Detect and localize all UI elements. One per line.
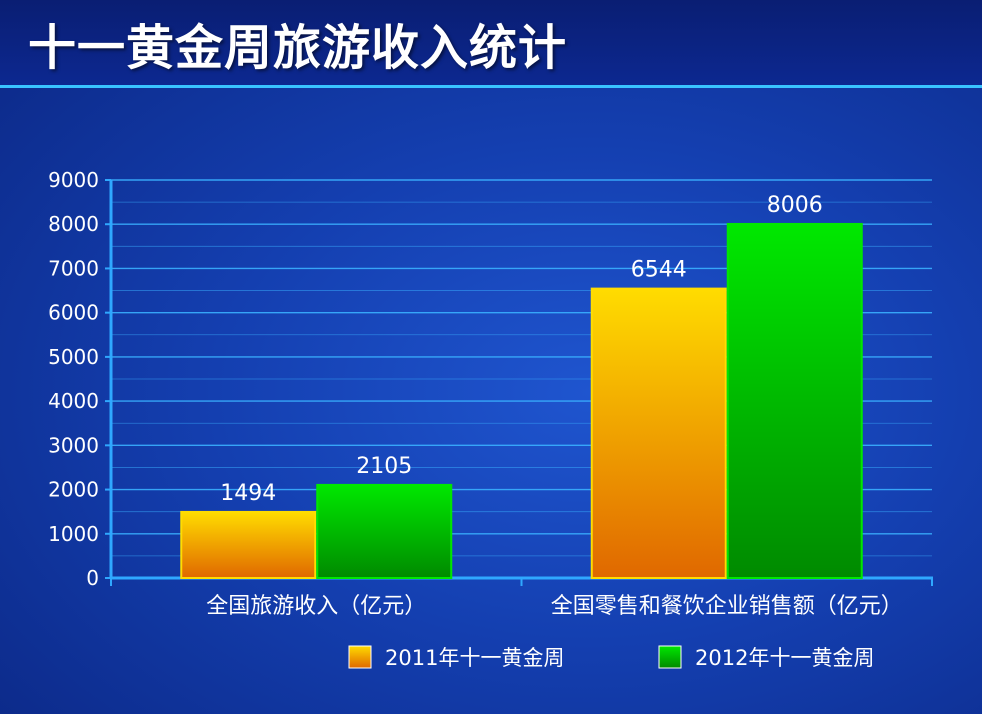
y-tick-label: 1000 bbox=[48, 522, 99, 546]
category-label: 全国旅游收入（亿元） bbox=[206, 594, 426, 619]
title-bar bbox=[0, 0, 982, 85]
legend: 2011年十一黄金周 2012年十一黄金周 bbox=[348, 645, 874, 670]
labels: 1494 2105 全国旅游收入（亿元） 6544 8006 全国零售和餐饮企业销售额（亿… bbox=[206, 193, 903, 619]
y-tick-label: 2000 bbox=[48, 478, 99, 502]
bar-2011-retail bbox=[590, 287, 727, 579]
bar-2012-retail bbox=[726, 222, 863, 580]
y-tick-label: 9000 bbox=[48, 168, 99, 192]
y-tick-label: 3000 bbox=[48, 433, 99, 457]
y-tick-label: 7000 bbox=[48, 256, 99, 280]
y-tick-label: 6000 bbox=[48, 301, 99, 325]
legend-swatch-2012 bbox=[658, 645, 682, 669]
data-label: 6544 bbox=[631, 258, 687, 283]
legend-swatch-2011 bbox=[348, 645, 372, 669]
bar-2012-tourism bbox=[316, 483, 453, 580]
bar-2011-tourism bbox=[180, 510, 317, 580]
title-divider bbox=[0, 85, 982, 88]
category-label: 全国零售和餐饮企业销售额（亿元） bbox=[551, 594, 903, 619]
bars bbox=[180, 222, 863, 580]
y-tick-label: 4000 bbox=[48, 389, 99, 413]
data-label: 8006 bbox=[767, 193, 823, 218]
y-tick-label: 0 bbox=[86, 566, 99, 590]
legend-label-2011: 2011年十一黄金周 bbox=[385, 646, 564, 670]
y-tick-label: 5000 bbox=[48, 345, 99, 369]
data-label: 1494 bbox=[220, 481, 276, 506]
data-label: 2105 bbox=[356, 454, 412, 479]
legend-label-2012: 2012年十一黄金周 bbox=[695, 646, 874, 670]
y-tick-label: 8000 bbox=[48, 212, 99, 236]
page-title: 十一黄金周旅游收入统计 bbox=[28, 20, 568, 76]
